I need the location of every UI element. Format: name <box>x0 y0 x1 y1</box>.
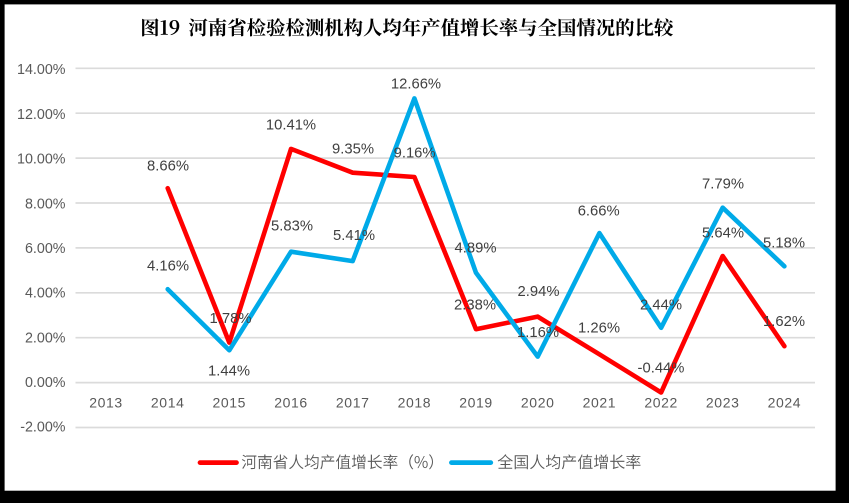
svg-text:1.62%: 1.62% <box>763 314 805 330</box>
svg-text:1.16%: 1.16% <box>517 325 559 341</box>
svg-text:10.41%: 10.41% <box>266 118 316 134</box>
svg-text:5.41%: 5.41% <box>333 228 375 244</box>
svg-text:9.16%: 9.16% <box>394 146 436 162</box>
svg-text:12.00%: 12.00% <box>17 107 66 123</box>
svg-text:2.44%: 2.44% <box>640 298 682 314</box>
svg-text:8.00%: 8.00% <box>25 196 66 212</box>
svg-text:4.00%: 4.00% <box>25 286 66 302</box>
svg-text:7.79%: 7.79% <box>702 177 744 193</box>
svg-text:2021: 2021 <box>583 394 617 410</box>
svg-text:4.16%: 4.16% <box>147 259 189 275</box>
svg-text:12.66%: 12.66% <box>391 77 441 93</box>
svg-text:6.66%: 6.66% <box>578 204 620 220</box>
svg-text:6.00%: 6.00% <box>25 241 66 257</box>
svg-text:5.83%: 5.83% <box>271 219 313 235</box>
svg-text:-2.00%: -2.00% <box>20 420 66 436</box>
svg-text:5.18%: 5.18% <box>763 236 805 252</box>
svg-text:2022: 2022 <box>644 394 678 410</box>
svg-text:2013: 2013 <box>89 394 123 410</box>
svg-text:10.00%: 10.00% <box>17 152 66 168</box>
svg-text:2017: 2017 <box>336 394 370 410</box>
svg-text:5.64%: 5.64% <box>702 226 744 242</box>
svg-text:0.00%: 0.00% <box>25 375 66 391</box>
svg-text:2.00%: 2.00% <box>25 330 66 346</box>
svg-text:2.94%: 2.94% <box>518 284 560 300</box>
svg-text:9.35%: 9.35% <box>332 142 374 158</box>
svg-text:2015: 2015 <box>213 394 247 410</box>
svg-text:2023: 2023 <box>706 394 740 410</box>
svg-text:4.89%: 4.89% <box>455 241 497 257</box>
svg-text:2019: 2019 <box>459 394 493 410</box>
svg-text:2020: 2020 <box>521 394 555 410</box>
svg-text:1.78%: 1.78% <box>210 311 252 327</box>
svg-text:2024: 2024 <box>768 394 802 410</box>
svg-text:2016: 2016 <box>274 394 308 410</box>
svg-text:1.44%: 1.44% <box>208 364 250 380</box>
svg-text:2.38%: 2.38% <box>454 298 496 314</box>
svg-text:8.66%: 8.66% <box>147 159 189 175</box>
svg-text:-0.44%: -0.44% <box>638 361 685 377</box>
svg-text:1.26%: 1.26% <box>578 321 620 337</box>
svg-text:2018: 2018 <box>398 394 432 410</box>
svg-text:14.00%: 14.00% <box>17 62 66 78</box>
svg-text:2014: 2014 <box>151 394 185 410</box>
